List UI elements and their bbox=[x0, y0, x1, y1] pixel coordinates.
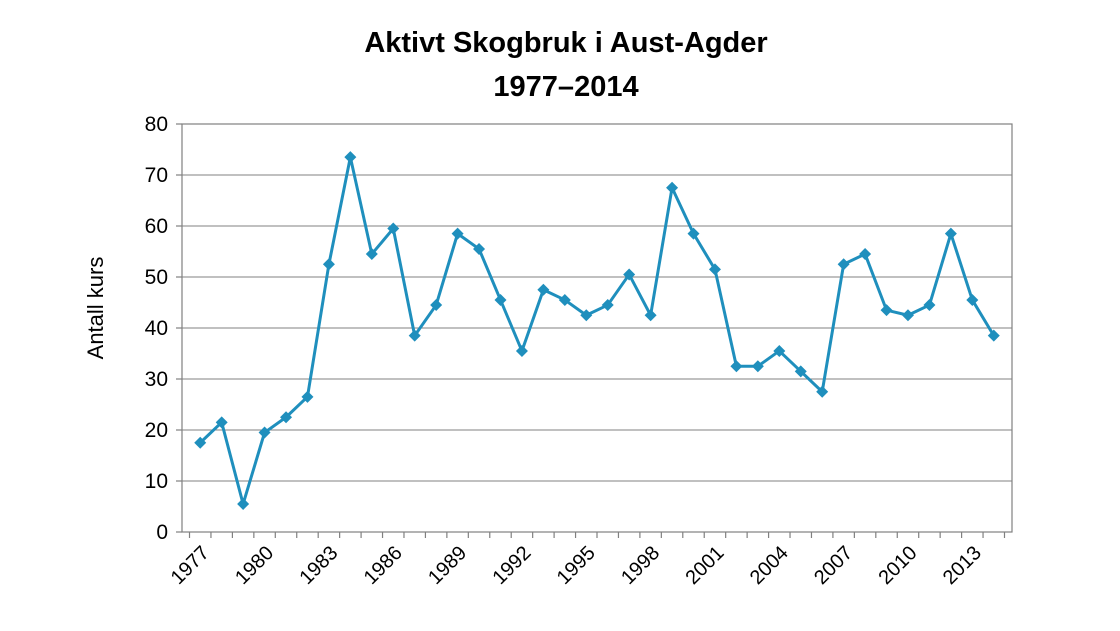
axes bbox=[176, 123, 1013, 538]
data-point-marker bbox=[751, 360, 764, 373]
data-point-marker bbox=[623, 268, 636, 281]
data-point-marker bbox=[301, 390, 314, 403]
data-point-marker bbox=[473, 242, 486, 255]
data-point-marker bbox=[966, 293, 979, 306]
data-point-marker bbox=[794, 365, 807, 378]
x-tick-label: 1992 bbox=[488, 542, 535, 589]
y-tick-label: 60 bbox=[145, 215, 168, 238]
x-tick-label: 2010 bbox=[874, 542, 921, 589]
data-point-marker bbox=[430, 299, 443, 312]
data-point-marker bbox=[194, 436, 207, 449]
x-tick-labels: 1977 1980 1983 1986 1989 1992 1995 1998 2001 2004… bbox=[167, 542, 986, 589]
data-point-marker bbox=[944, 227, 957, 240]
x-tick-label: 1995 bbox=[553, 542, 600, 589]
data-point-marker bbox=[537, 283, 550, 296]
data-point-marker bbox=[880, 304, 893, 317]
x-tick-label: 2007 bbox=[810, 542, 857, 589]
data-point-marker bbox=[859, 248, 872, 261]
data-point-marker bbox=[923, 299, 936, 312]
data-point-marker bbox=[322, 258, 335, 271]
data-point-marker bbox=[601, 299, 614, 312]
chart-title-line-1: Aktivt Skogbruk i Aust-Agder bbox=[364, 27, 767, 59]
data-point-marker bbox=[837, 258, 850, 271]
chart-title-line-2: 1977–2014 bbox=[493, 71, 638, 103]
data-point-marker bbox=[451, 227, 464, 240]
x-tick-label: 2001 bbox=[681, 542, 728, 589]
data-point-marker bbox=[773, 344, 786, 357]
series bbox=[194, 151, 1000, 510]
x-tick-label: 1980 bbox=[231, 542, 278, 589]
data-point-marker bbox=[515, 344, 528, 357]
data-point-marker bbox=[408, 329, 421, 342]
data-point-marker bbox=[816, 385, 829, 398]
data-point-marker bbox=[494, 293, 507, 306]
y-tick-label: 70 bbox=[145, 164, 168, 187]
gridlines bbox=[182, 123, 1012, 482]
y-tick-label: 10 bbox=[145, 470, 168, 493]
data-point-marker bbox=[644, 309, 657, 322]
y-tick-label: 30 bbox=[145, 368, 168, 391]
y-axis-label: Antall kurs bbox=[83, 257, 108, 360]
data-point-marker bbox=[901, 309, 914, 322]
x-tick-label: 1989 bbox=[424, 542, 471, 589]
data-point-marker bbox=[344, 151, 357, 164]
data-point-marker bbox=[666, 181, 679, 194]
x-tick-label: 1986 bbox=[360, 542, 407, 589]
data-point-marker bbox=[730, 360, 743, 373]
y-tick-label: 80 bbox=[145, 113, 168, 136]
x-tick-label: 2004 bbox=[746, 542, 793, 589]
data-point-marker bbox=[387, 222, 400, 235]
data-point-marker bbox=[258, 426, 271, 439]
x-tick-label: 1983 bbox=[295, 542, 342, 589]
data-point-marker bbox=[215, 416, 228, 429]
data-point-marker bbox=[708, 263, 721, 276]
x-tick-label: 1977 bbox=[167, 542, 214, 589]
data-point-marker bbox=[558, 293, 571, 306]
data-point-marker bbox=[365, 248, 378, 261]
data-point-marker bbox=[987, 329, 1000, 342]
data-point-marker bbox=[237, 497, 250, 510]
y-tick-labels: 0 10 20 30 40 50 60 70 80 bbox=[145, 113, 168, 544]
y-tick-label: 20 bbox=[145, 419, 168, 442]
data-point-marker bbox=[687, 227, 700, 240]
series-line bbox=[199, 155, 996, 506]
y-tick-label: 40 bbox=[145, 317, 168, 340]
data-point-marker bbox=[580, 309, 593, 322]
data-point-marker bbox=[280, 411, 293, 424]
x-tick-label: 1998 bbox=[617, 542, 664, 589]
x-tick-label: 2013 bbox=[939, 542, 986, 589]
y-tick-label: 50 bbox=[145, 266, 168, 289]
y-tick-label: 0 bbox=[156, 521, 168, 544]
